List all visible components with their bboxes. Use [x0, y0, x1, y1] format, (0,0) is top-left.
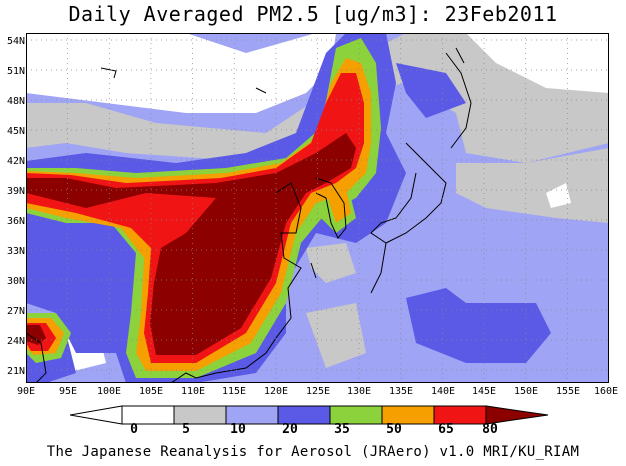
x-tick-label: 135E: [388, 386, 414, 397]
colorbar-label: 80: [482, 422, 498, 437]
x-tick-label: 105E: [138, 386, 164, 397]
colorbar-label: 5: [182, 422, 190, 437]
x-tick-label: 110E: [180, 386, 206, 397]
x-tick-label: 150E: [513, 386, 539, 397]
colorbar-arrow-right: [485, 405, 549, 425]
y-tick-label: 48N: [6, 96, 25, 107]
x-tick-label: 160E: [593, 386, 619, 397]
y-tick-label: 39N: [6, 186, 25, 197]
y-tick-label: 27N: [6, 306, 25, 317]
y-tick-label: 24N: [6, 336, 25, 347]
y-tick-label: 54N: [6, 36, 25, 47]
coastlines: [26, 47, 472, 383]
y-tick-label: 51N: [6, 66, 25, 77]
y-tick-label: 42N: [6, 156, 25, 167]
x-tick-label: 120E: [263, 386, 289, 397]
colorbar-label: 20: [282, 422, 298, 437]
colorbar-label: 50: [386, 422, 402, 437]
map-title: Daily Averaged PM2.5 [ug/m3]: 23Feb2011: [68, 2, 558, 26]
pm25-map: [26, 33, 609, 383]
x-tick-label: 125E: [305, 386, 331, 397]
map-frame: [26, 33, 609, 383]
x-tick-label: 115E: [221, 386, 247, 397]
y-tick-label: 45N: [6, 126, 25, 137]
x-tick-label: 145E: [471, 386, 497, 397]
colorbar: [69, 404, 550, 426]
colorbar-label: 0: [130, 422, 138, 437]
x-tick-label: 100E: [96, 386, 122, 397]
colorbar-label: 35: [334, 422, 350, 437]
x-tick-label: 90E: [16, 386, 36, 397]
x-tick-label: 155E: [555, 386, 581, 397]
grid-lines: [26, 33, 609, 383]
credit-line: The Japanese Reanalysis for Aerosol (JRA…: [46, 444, 580, 460]
colorbar-label: 10: [230, 422, 246, 437]
y-tick-label: 33N: [6, 246, 25, 257]
y-tick-label: 30N: [6, 276, 25, 287]
y-tick-label: 36N: [6, 216, 25, 227]
x-tick-label: 140E: [430, 386, 456, 397]
x-tick-label: 130E: [346, 386, 372, 397]
colorbar-svg: [69, 405, 549, 425]
colorbar-label: 65: [438, 422, 454, 437]
y-tick-label: 21N: [6, 366, 25, 377]
x-tick-label: 95E: [58, 386, 78, 397]
map-canvas: [26, 33, 609, 383]
